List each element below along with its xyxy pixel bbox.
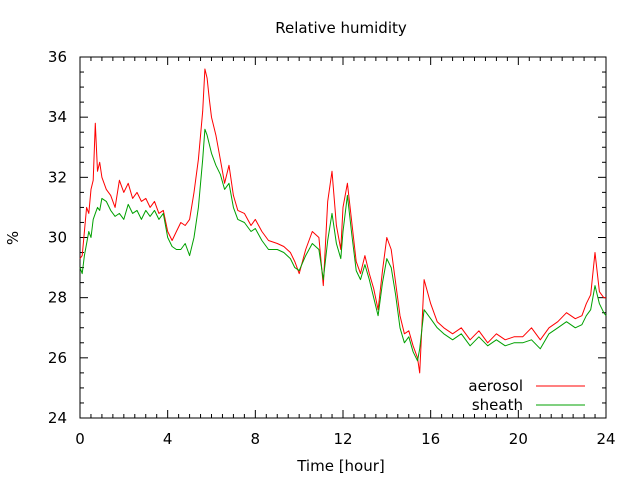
y-axis-label: % — [4, 231, 22, 245]
series-line-sheath — [79, 128, 607, 362]
x-axis-label: Time [hour] — [296, 457, 385, 475]
legend: aerosol sheath — [468, 377, 585, 414]
legend-label-sheath: sheath — [472, 396, 523, 414]
y-tick-label: 34 — [48, 108, 67, 126]
axis-tick-labels: 0 4 8 12 16 20 24 24 26 28 30 32 34 36 — [48, 48, 616, 448]
data-series — [79, 68, 607, 374]
x-tick-label: 16 — [421, 430, 440, 448]
x-tick-label: 12 — [333, 430, 352, 448]
y-tick-label: 30 — [48, 229, 67, 247]
axis-ticks — [79, 56, 607, 419]
x-tick-label: 4 — [163, 430, 173, 448]
x-tick-label: 8 — [251, 430, 261, 448]
y-tick-label: 28 — [48, 289, 67, 307]
y-tick-label: 26 — [48, 349, 67, 367]
x-tick-label: 0 — [75, 430, 85, 448]
x-tick-label: 24 — [596, 430, 615, 448]
chart-title: Relative humidity — [275, 19, 407, 37]
y-tick-label: 24 — [48, 409, 67, 427]
legend-label-aerosol: aerosol — [468, 377, 523, 395]
y-tick-label: 32 — [48, 168, 67, 186]
x-tick-label: 20 — [509, 430, 528, 448]
series-line-aerosol — [79, 68, 606, 374]
y-tick-label: 36 — [48, 48, 67, 66]
